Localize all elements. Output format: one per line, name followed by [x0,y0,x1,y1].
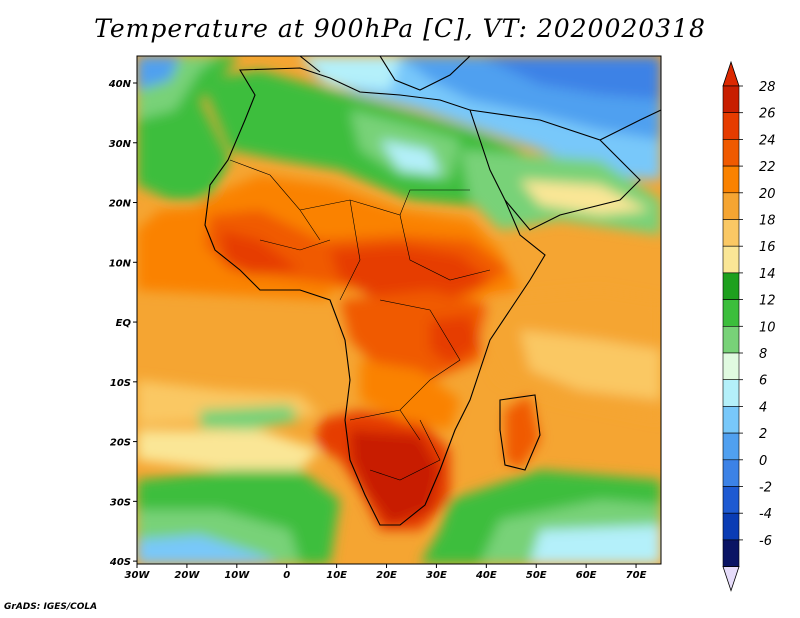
lon-tick-label: 30W [125,570,151,581]
colorbar-segment [722,432,740,461]
colorbar-label: 28 [759,80,776,95]
map-axes: 30W 20W 10W 0 10E 20E 30E 40E 50E 60E 70E 40N 30N 20N… [108,79,647,581]
lat-tick-label: 20N [109,199,132,210]
colorbar-segment [722,219,740,247]
colorbar-label: 2 [759,427,767,442]
colorbar-segment [722,379,740,407]
lon-tick-label: 10E [326,570,347,581]
lat-tick-label: 20S [110,438,131,449]
lon-tick-label: 40E [475,570,497,581]
colorbar-label: 20 [759,187,776,202]
lon-tick-label: 10W [224,570,250,581]
lat-tick-label: 40S [109,557,131,568]
colorbar-segment [722,112,740,140]
colorbar-label: 10 [759,320,776,335]
colorbar-label: 16 [759,240,776,255]
lon-tick-label: 50E [526,570,547,581]
lon-tick-label: 0 [283,570,290,581]
colorbar-segment [722,352,740,381]
lon-tick-label: 30E [426,570,447,581]
colorbar-label: -2 [759,481,772,496]
colorbar-label: 26 [759,107,776,122]
colorbar-segment [722,85,740,114]
temperature-field [137,56,661,564]
lat-tick-label: 30N [109,139,132,150]
lat-tick-label: 10N [109,258,132,269]
lon-tick-label: 20E [376,570,397,581]
colorbar-label: 8 [759,347,767,362]
colorbar-segment [722,512,740,541]
lon-tick-label: 70E [626,570,647,581]
colorbar-segment [722,165,740,194]
coastlines [204,56,661,526]
colorbar-label: 14 [759,267,776,282]
lat-tick-label: 10S [110,378,131,389]
colorbar-label: 12 [759,294,776,309]
colorbar-segment [722,325,740,354]
lat-tick-label: EQ [116,318,132,329]
credit-text: GrADS: IGES/COLA [4,602,98,612]
lon-tick-label: 60E [576,570,597,581]
colorbar-segment [722,192,740,220]
lat-tick-label: 30S [110,497,131,508]
colorbar-segment [722,459,740,487]
lat-tick-label: 40N [108,79,132,90]
colorbar-segment [722,272,740,300]
colorbar-label: -6 [759,534,772,549]
lon-tick-label: 20W [174,570,200,581]
colorbar-segment [722,486,740,514]
country-borders [229,159,491,481]
colorbar-segment [722,245,740,274]
colorbar-label: 0 [759,454,767,469]
colorbar-label: 18 [759,214,776,229]
colorbar-label: 24 [759,133,776,148]
colorbar-top-arrow [722,60,740,87]
colorbar-label: 6 [759,374,767,389]
colorbar-segment [722,406,740,434]
colorbar-segment [722,299,740,327]
colorbar-label: 4 [759,400,767,415]
map-frame [136,55,662,565]
colorbar-segment [722,139,740,167]
colorbar-label: 22 [759,160,776,175]
colorbar-label: -4 [759,507,772,522]
colorbar-segment [722,539,740,567]
colorbar-bottom-arrow [722,566,740,592]
map-title: Temperature at 900hPa [C], VT: 202002031… [94,14,706,43]
